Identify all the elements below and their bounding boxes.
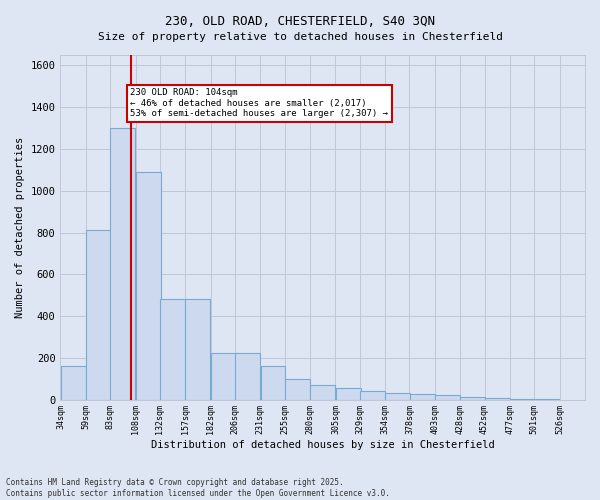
Bar bbox=[360, 391, 385, 400]
Bar bbox=[385, 394, 410, 400]
Text: Contains HM Land Registry data © Crown copyright and database right 2025.
Contai: Contains HM Land Registry data © Crown c… bbox=[6, 478, 390, 498]
Bar bbox=[485, 398, 509, 400]
X-axis label: Distribution of detached houses by size in Chesterfield: Distribution of detached houses by size … bbox=[151, 440, 494, 450]
Bar bbox=[136, 172, 161, 400]
Text: 230 OLD ROAD: 104sqm
← 46% of detached houses are smaller (2,017)
53% of semi-de: 230 OLD ROAD: 104sqm ← 46% of detached h… bbox=[130, 88, 388, 118]
Bar bbox=[460, 398, 485, 400]
Bar bbox=[435, 396, 460, 400]
Bar bbox=[86, 230, 111, 400]
Y-axis label: Number of detached properties: Number of detached properties bbox=[15, 136, 25, 318]
Text: 230, OLD ROAD, CHESTERFIELD, S40 3QN: 230, OLD ROAD, CHESTERFIELD, S40 3QN bbox=[165, 15, 435, 28]
Text: Size of property relative to detached houses in Chesterfield: Size of property relative to detached ho… bbox=[97, 32, 503, 42]
Bar bbox=[310, 385, 335, 400]
Bar bbox=[160, 300, 185, 400]
Bar bbox=[235, 352, 260, 400]
Bar bbox=[285, 378, 310, 400]
Bar bbox=[211, 352, 236, 400]
Bar bbox=[185, 300, 211, 400]
Bar bbox=[260, 366, 286, 400]
Bar bbox=[335, 388, 361, 400]
Bar bbox=[535, 399, 559, 400]
Bar bbox=[410, 394, 434, 400]
Bar bbox=[510, 398, 535, 400]
Bar bbox=[110, 128, 135, 400]
Bar bbox=[61, 366, 86, 400]
